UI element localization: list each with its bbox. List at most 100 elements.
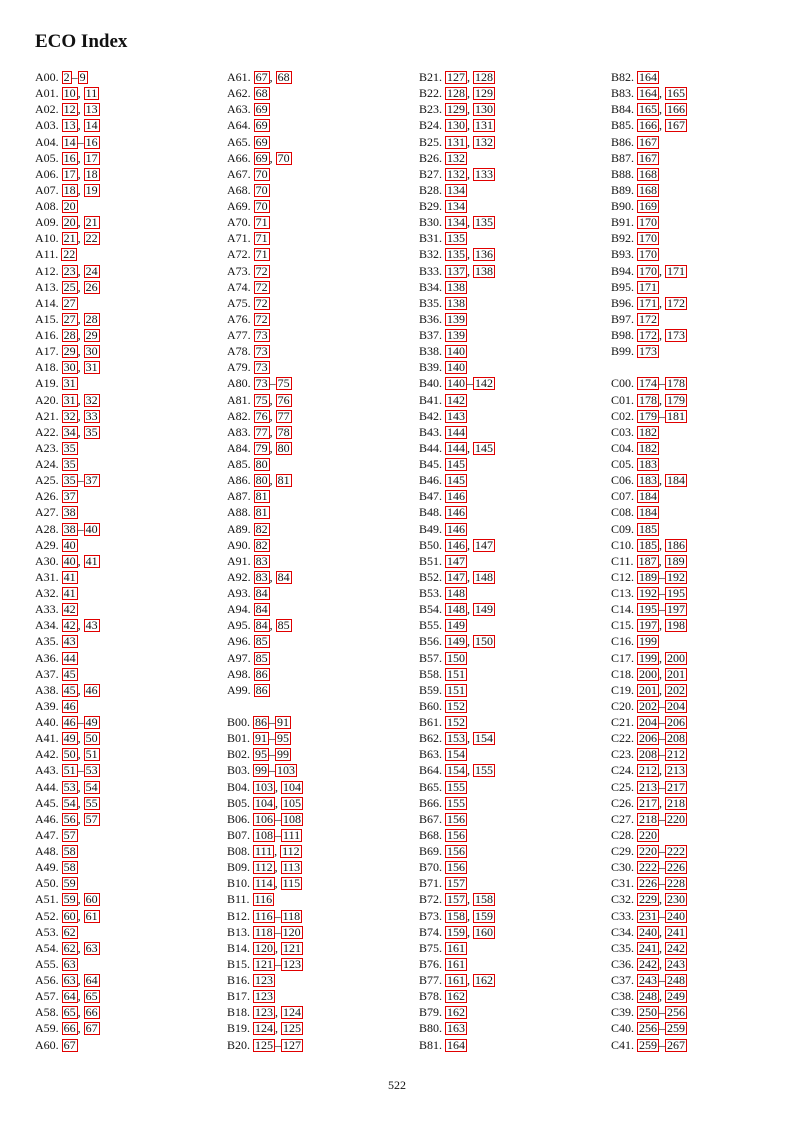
page-link[interactable]: 208 <box>665 731 688 746</box>
page-link[interactable]: 156 <box>445 827 468 842</box>
page-link[interactable]: 259 <box>637 1037 660 1052</box>
page-link[interactable]: 131 <box>445 134 468 149</box>
page-link[interactable]: 164 <box>637 70 660 84</box>
page-link[interactable]: 242 <box>637 956 660 971</box>
page-link[interactable]: 82 <box>253 537 270 552</box>
page-link[interactable]: 213 <box>637 779 660 794</box>
page-link[interactable]: 129 <box>445 102 468 117</box>
page-link[interactable]: 206 <box>665 715 688 729</box>
page-link[interactable]: 69 <box>253 134 270 149</box>
page-link[interactable]: 226 <box>665 860 688 875</box>
page-link[interactable]: 228 <box>665 876 688 891</box>
page-link[interactable]: 85 <box>275 618 292 633</box>
page-link[interactable]: 28 <box>83 311 100 326</box>
page-link[interactable]: 105 <box>281 795 304 810</box>
page-link[interactable]: 151 <box>445 666 468 681</box>
page-link[interactable]: 69 <box>253 102 270 117</box>
page-link[interactable]: 71 <box>253 231 270 246</box>
page-link[interactable]: 80 <box>253 473 270 488</box>
page-link[interactable]: 127 <box>281 1037 304 1052</box>
page-link[interactable]: 226 <box>637 876 660 891</box>
page-link[interactable]: 71 <box>253 247 270 262</box>
page-link[interactable]: 77 <box>275 408 292 423</box>
page-link[interactable]: 13 <box>83 102 100 117</box>
page-link[interactable]: 103 <box>275 763 298 778</box>
page-link[interactable]: 156 <box>445 844 468 858</box>
page-link[interactable]: 18 <box>61 182 78 197</box>
page-link[interactable]: 199 <box>637 650 660 665</box>
page-link[interactable]: 242 <box>665 940 688 955</box>
page-link[interactable]: 135 <box>473 215 496 230</box>
page-link[interactable]: 35 <box>61 457 78 471</box>
page-link[interactable]: 172 <box>637 311 660 326</box>
page-link[interactable]: 69 <box>253 118 270 133</box>
page-link[interactable]: 25 <box>61 279 78 294</box>
page-link[interactable]: 32 <box>61 408 78 423</box>
page-link[interactable]: 54 <box>83 779 100 794</box>
page-link[interactable]: 249 <box>665 989 688 1004</box>
page-link[interactable]: 181 <box>665 408 688 423</box>
page-link[interactable]: 192 <box>637 586 660 600</box>
page-link[interactable]: 68 <box>253 86 270 101</box>
page-link[interactable]: 155 <box>445 795 468 810</box>
page-link[interactable]: 159 <box>445 924 468 939</box>
page-link[interactable]: 145 <box>445 473 468 488</box>
page-link[interactable]: 139 <box>445 328 468 342</box>
page-link[interactable]: 199 <box>637 634 660 649</box>
page-link[interactable]: 84 <box>275 569 292 584</box>
page-link[interactable]: 59 <box>61 892 78 907</box>
page-link[interactable]: 184 <box>637 489 660 504</box>
page-link[interactable]: 179 <box>665 392 688 407</box>
page-link[interactable]: 42 <box>61 602 78 617</box>
page-link[interactable]: 212 <box>637 763 660 778</box>
page-link[interactable]: 170 <box>637 231 660 246</box>
page-link[interactable]: 86 <box>253 715 270 729</box>
page-link[interactable]: 120 <box>280 924 303 939</box>
page-link[interactable]: 113 <box>280 860 303 875</box>
page-link[interactable]: 178 <box>637 392 660 407</box>
page-link[interactable]: 202 <box>637 698 660 713</box>
page-link[interactable]: 111 <box>253 844 275 858</box>
page-link[interactable]: 37 <box>83 473 100 488</box>
page-link[interactable]: 21 <box>83 215 100 230</box>
page-link[interactable]: 159 <box>473 908 496 923</box>
page-link[interactable]: 206 <box>637 731 660 746</box>
page-link[interactable]: 145 <box>445 457 468 471</box>
page-link[interactable]: 138 <box>473 263 496 278</box>
page-link[interactable]: 103 <box>253 779 276 794</box>
page-link[interactable]: 35 <box>61 440 78 455</box>
page-link[interactable]: 19 <box>83 182 100 197</box>
page-link[interactable]: 115 <box>280 876 303 891</box>
page-link[interactable]: 158 <box>445 908 468 923</box>
page-link[interactable]: 147 <box>473 537 496 552</box>
page-link[interactable]: 212 <box>665 747 688 762</box>
page-link[interactable]: 58 <box>61 860 78 875</box>
page-link[interactable]: 29 <box>83 328 100 342</box>
page-link[interactable]: 72 <box>253 263 270 278</box>
page-link[interactable]: 59 <box>61 876 78 891</box>
page-link[interactable]: 46 <box>61 715 78 729</box>
page-link[interactable]: 85 <box>253 650 270 665</box>
page-link[interactable]: 231 <box>637 908 660 923</box>
page-link[interactable]: 129 <box>473 86 496 101</box>
page-link[interactable]: 151 <box>445 682 468 697</box>
page-link[interactable]: 73 <box>253 328 270 342</box>
page-link[interactable]: 132 <box>445 150 468 165</box>
page-link[interactable]: 154 <box>473 731 496 746</box>
page-link[interactable]: 2 <box>61 70 72 84</box>
page-link[interactable]: 80 <box>275 440 292 455</box>
page-link[interactable]: 13 <box>61 118 78 133</box>
page-link[interactable]: 157 <box>445 892 468 907</box>
page-link[interactable]: 16 <box>83 134 100 149</box>
page-link[interactable]: 116 <box>253 908 275 923</box>
page-link[interactable]: 128 <box>473 70 496 84</box>
page-link[interactable]: 54 <box>61 795 78 810</box>
page-link[interactable]: 189 <box>664 553 687 568</box>
page-link[interactable]: 183 <box>637 457 660 471</box>
page-link[interactable]: 50 <box>61 747 78 762</box>
page-link[interactable]: 10 <box>61 86 78 101</box>
page-link[interactable]: 81 <box>275 473 292 488</box>
page-link[interactable]: 138 <box>445 295 468 310</box>
page-link[interactable]: 17 <box>83 150 100 165</box>
page-link[interactable]: 140 <box>445 376 468 391</box>
